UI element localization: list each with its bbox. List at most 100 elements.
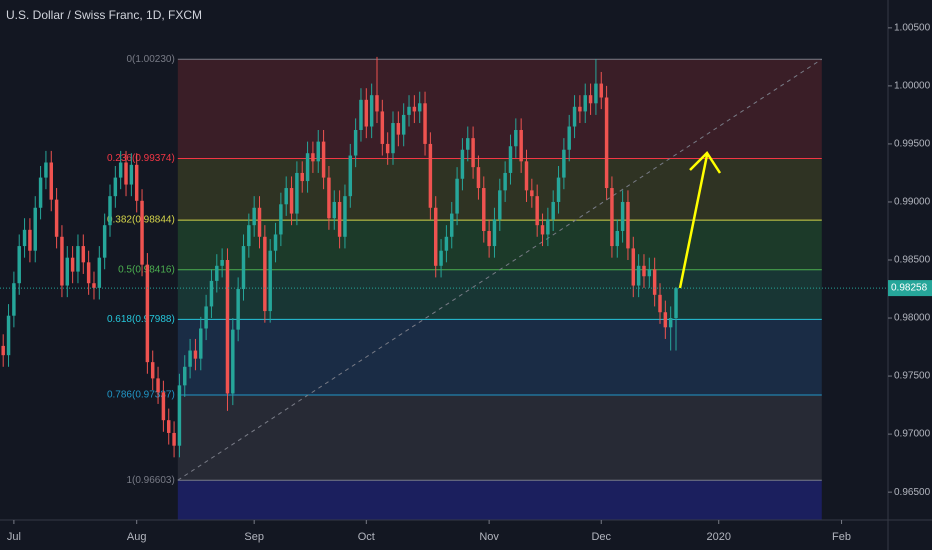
candle-body [12, 283, 16, 316]
candle-body [1, 345, 5, 356]
candle-body [460, 149, 465, 179]
candle-body [118, 162, 123, 178]
candle-body [193, 350, 198, 359]
candle-body [268, 250, 272, 312]
candle-body [188, 350, 192, 367]
x-tick-label: Nov [479, 531, 499, 543]
candle-body [311, 153, 315, 162]
candle-body [145, 264, 150, 363]
candle-body [231, 329, 235, 394]
candle-body [508, 146, 513, 173]
candle-body [289, 188, 294, 214]
arrow [678, 154, 709, 289]
candle-body [487, 230, 491, 247]
candle-body [305, 153, 310, 182]
candle-body [337, 201, 342, 237]
candle-body [279, 204, 283, 235]
candle-body [257, 207, 262, 237]
y-tick-label: 0.98000 [894, 313, 931, 324]
candle-body [215, 265, 219, 281]
y-tick-label: 0.99500 [894, 139, 931, 150]
y-tick-label: 0.98500 [894, 255, 931, 266]
candle-body [407, 106, 411, 115]
candle-body [273, 234, 278, 251]
candle-body [578, 106, 582, 112]
candle-body [65, 257, 70, 286]
last-price-box [888, 280, 932, 297]
candle-body [412, 106, 417, 112]
candle-body [524, 161, 529, 191]
y-tick-label: 0.97500 [894, 371, 931, 382]
x-tick-label: Dec [591, 531, 611, 543]
candle-body [599, 83, 603, 98]
fib-zone [177, 319, 822, 395]
candle-body [70, 257, 75, 272]
x-tick-label: Aug [127, 531, 147, 543]
candle-body [321, 141, 326, 178]
candle-body [433, 207, 438, 266]
candle-body [631, 248, 636, 286]
candle-body [658, 294, 662, 313]
candle-body [492, 219, 497, 247]
candle-body [220, 260, 224, 266]
candle-body [17, 246, 21, 284]
fib-zone [177, 480, 822, 520]
fib-label: 0.236(0.99374) [107, 153, 175, 164]
candle-body [150, 362, 155, 379]
candle-body [466, 138, 470, 150]
candle-body [588, 95, 593, 104]
candle-body [668, 318, 673, 328]
candle-body [626, 201, 630, 249]
fib-label: 0.618(0.97988) [107, 314, 175, 325]
candle-body [428, 143, 433, 208]
arrow-head [689, 151, 722, 174]
candle-body [295, 172, 299, 214]
y-tick-label: 1.00000 [894, 81, 931, 92]
chart-title: U.S. Dollar / Swiss Franc, 1D, FXCM [6, 8, 202, 22]
candle-body [327, 177, 331, 219]
candle-body [134, 164, 139, 201]
candle-body [663, 312, 668, 328]
x-tick-label: 2020 [706, 531, 730, 543]
candle-body [604, 97, 609, 189]
candle-body [562, 149, 566, 178]
candle-body [332, 201, 337, 219]
candle-body [385, 143, 390, 154]
candle-body [172, 432, 176, 446]
candles-layer [1, 56, 678, 458]
candle-body [417, 103, 422, 112]
candle-body [364, 99, 369, 127]
candle-body [86, 262, 91, 284]
candle-body [498, 190, 502, 220]
candle-body [439, 250, 443, 266]
candle-body [674, 288, 678, 319]
y-tick-label: 1.00500 [894, 22, 931, 33]
candle-body [108, 196, 112, 226]
candle-body [60, 236, 64, 286]
candle-body [583, 95, 587, 112]
candle-body [129, 164, 134, 185]
candle-body [556, 177, 561, 202]
candle-body [567, 126, 571, 150]
candle-body [92, 283, 96, 288]
candle-body [343, 196, 347, 237]
candle-body [28, 229, 32, 251]
candle-body [380, 111, 385, 144]
candle-body [620, 201, 625, 231]
candle-body [503, 172, 507, 191]
candle-body [44, 162, 48, 178]
candle-body [33, 207, 37, 251]
candle-body [594, 83, 598, 104]
candle-body [300, 172, 304, 182]
candle-body [401, 114, 406, 135]
x-tick-label: Sep [244, 531, 264, 543]
candle-body [177, 385, 182, 446]
candle-body [369, 95, 374, 127]
candle-body [482, 188, 486, 231]
candle-body [241, 246, 246, 290]
candle-body [514, 130, 518, 147]
candle-body [471, 138, 475, 168]
x-tick-label: Feb [832, 531, 851, 543]
